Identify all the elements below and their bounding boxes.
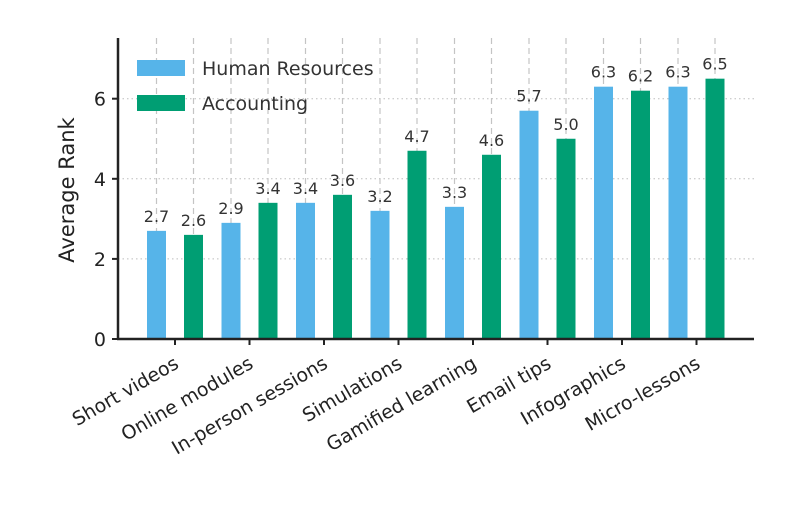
bar-accounting-short-videos <box>184 234 203 339</box>
value-labels: 2.7 2.9 3.4 3.2 3.3 5.7 6.3 6.3 2.6 3.4 3.6 4.7 4.6 5… <box>144 55 728 230</box>
axes <box>112 38 754 345</box>
value-label-accounting-micro-lessons: 6.5 <box>702 55 727 74</box>
value-label-accounting-email-tips: 5.0 <box>553 115 578 134</box>
bar-human-resources-gamified-learning <box>445 206 464 339</box>
bar-human-resources-simulations <box>370 210 390 339</box>
value-label-accounting-simulations: 4.7 <box>404 127 429 146</box>
y-tick-label: 6 <box>94 89 106 111</box>
y-axis-title: Average Rank <box>55 116 79 262</box>
bar-accounting-micro-lessons <box>705 78 725 340</box>
bar-human-resources-infographics <box>594 86 613 339</box>
grid <box>118 38 754 339</box>
value-label-human-resources-simulations: 3.2 <box>367 187 392 206</box>
legend-label-human-resources: Human Resources <box>202 58 374 80</box>
bar-accounting-simulations <box>407 150 427 339</box>
bar-human-resources-email-tips <box>519 110 539 339</box>
bar-accounting-in-person-sessions <box>333 194 352 339</box>
tick-labels: 0 2 4 6 <box>94 89 106 351</box>
value-label-human-resources-in-person-sessions: 3.4 <box>293 179 318 198</box>
bar-human-resources-in-person-sessions <box>296 202 315 339</box>
bar-accounting-online-modules <box>258 202 278 339</box>
y-tick-label: 2 <box>94 249 106 271</box>
value-label-accounting-online-modules: 3.4 <box>255 179 280 198</box>
bar-human-resources-micro-lessons <box>668 86 688 339</box>
legend-swatch-accounting <box>137 95 185 111</box>
value-label-accounting-infographics: 6.2 <box>628 67 653 86</box>
value-label-human-resources-short-videos: 2.7 <box>144 207 169 226</box>
bar-human-resources-online-modules <box>221 222 241 339</box>
bar-accounting-gamified-learning <box>482 154 501 339</box>
value-label-accounting-short-videos: 2.6 <box>181 211 206 230</box>
value-label-human-resources-online-modules: 2.9 <box>218 199 243 218</box>
bars <box>147 78 725 340</box>
bar-accounting-email-tips <box>556 138 576 339</box>
y-tick-label: 0 <box>94 329 106 351</box>
value-label-accounting-gamified-learning: 4.6 <box>479 131 504 150</box>
value-label-accounting-in-person-sessions: 3.6 <box>330 171 355 190</box>
legend-swatch-human-resources <box>137 60 185 76</box>
y-tick-label: 4 <box>94 169 106 191</box>
value-label-human-resources-email-tips: 5.7 <box>516 87 541 106</box>
bar-accounting-infographics <box>631 90 650 339</box>
value-label-human-resources-infographics: 6.3 <box>591 63 616 82</box>
legend: Human Resources Accounting <box>137 58 374 115</box>
bar-human-resources-short-videos <box>147 230 166 339</box>
legend-label-accounting: Accounting <box>202 93 308 115</box>
value-label-human-resources-micro-lessons: 6.3 <box>665 63 690 82</box>
value-label-human-resources-gamified-learning: 3.3 <box>442 183 467 202</box>
